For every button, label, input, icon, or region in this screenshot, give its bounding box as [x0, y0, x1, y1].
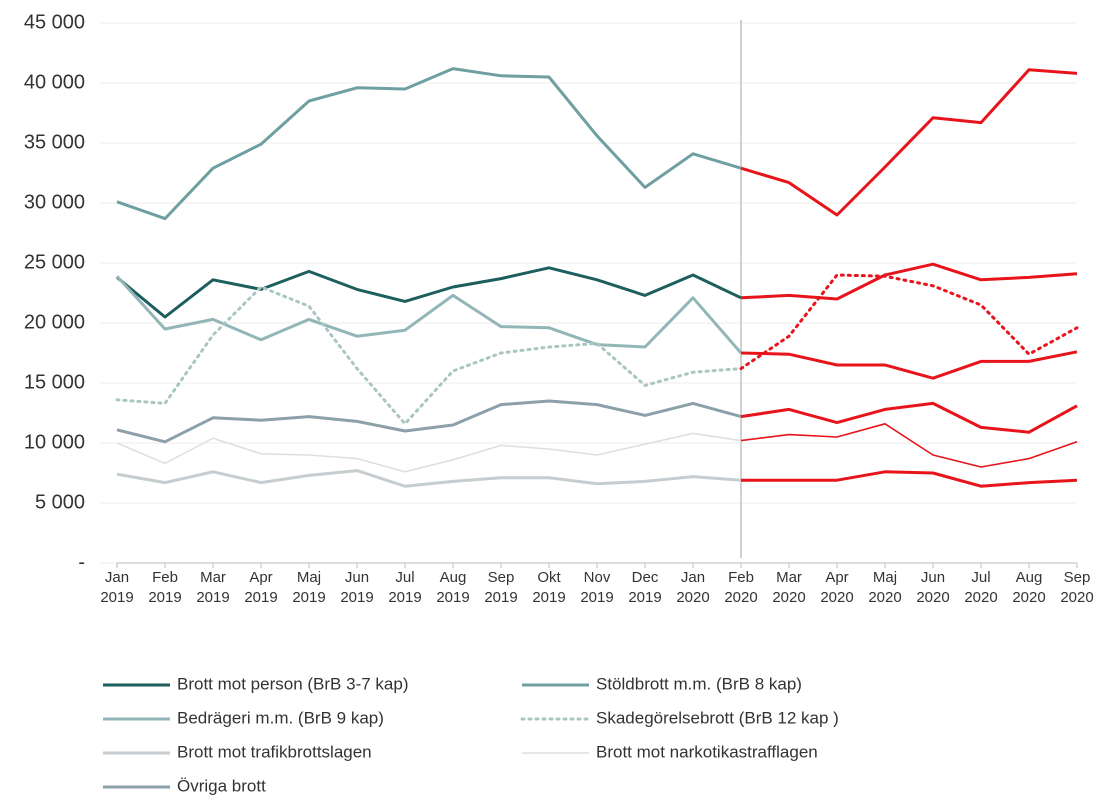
series-line: [116, 469, 742, 488]
legend-label: Övriga brott: [177, 776, 266, 795]
x-tick-label: Jul 2020: [964, 569, 998, 606]
x-tick-label: Jun 2020: [916, 569, 950, 606]
y-tick-label: 25 000: [24, 251, 85, 273]
series-line: [116, 67, 742, 221]
y-tick-label: 40 000: [24, 71, 85, 93]
y-tick-label: 30 000: [24, 191, 85, 213]
x-tick-label: Nov 2019: [580, 569, 614, 606]
series-line: [115, 275, 743, 354]
x-tick-label-box: Dec 2019: [628, 569, 662, 606]
x-tick-label: Jan 2019: [100, 569, 134, 606]
x-tick-label-box: Feb 2020: [724, 569, 758, 606]
x-tick-label: Jul 2019: [388, 569, 422, 606]
x-tick-label: Aug 2019: [436, 569, 470, 606]
x-tick-label-box: Mar 2020: [772, 569, 806, 606]
x-tick-label: Sep 2020: [1060, 569, 1094, 606]
series-line: [116, 399, 742, 444]
legend-label: Brott mot narkotikastrafflagen: [596, 742, 818, 761]
series-line: [740, 262, 1078, 301]
y-tick-label: 45 000: [24, 11, 85, 33]
series-line: [741, 470, 1078, 488]
y-tick-label: -: [78, 551, 85, 573]
legend-label: Bedrägeri m.m. (BrB 9 kap): [177, 708, 384, 727]
x-tick-label: Mar 2020: [772, 569, 806, 606]
legend-label: Brott mot trafikbrottslagen: [177, 742, 372, 761]
x-tick-label: Apr 2019: [244, 569, 278, 606]
series-line: [116, 266, 742, 319]
series-line: [740, 401, 1078, 434]
series-line: [740, 350, 1078, 380]
x-tick-label-box: Maj 2020: [868, 569, 902, 606]
x-tick-label: Sep 2019: [484, 569, 518, 606]
y-tick-label: 35 000: [24, 131, 85, 153]
x-tick-label: Feb 2019: [148, 569, 182, 606]
x-tick-label: Aug 2020: [1012, 569, 1046, 606]
x-tick-label-box: Feb 2019: [148, 569, 182, 606]
y-tick-label: 5 000: [35, 491, 85, 513]
series-line: [740, 423, 1078, 468]
x-tick-label: Maj 2019: [292, 569, 326, 606]
x-tick-label-box: Jun 2020: [916, 569, 950, 606]
series-line: [115, 285, 743, 426]
x-tick-label: Jun 2019: [340, 569, 374, 606]
x-tick-label-box: Sep 2020: [1060, 569, 1094, 606]
x-tick-label-box: Aug 2020: [1012, 569, 1046, 606]
x-tick-label-box: Apr 2020: [820, 569, 854, 606]
x-tick-label: Dec 2019: [628, 569, 662, 606]
x-tick-label: Feb 2020: [724, 569, 758, 606]
series-line: [116, 432, 742, 473]
legend-label: Stöldbrott m.m. (BrB 8 kap): [596, 674, 802, 693]
y-tick-label: 15 000: [24, 371, 85, 393]
x-tick-label-box: Okt 2019: [532, 569, 566, 606]
x-tick-label-box: Jan 2019: [100, 569, 134, 606]
x-tick-label: Okt 2019: [532, 569, 566, 606]
x-tick-label-box: Maj 2019: [292, 569, 326, 606]
x-tick-label-box: Jun 2019: [340, 569, 374, 606]
x-tick-label-box: Jan 2020: [676, 569, 710, 606]
legend-label: Skadegörelsebrott (BrB 12 kap ): [596, 708, 839, 727]
y-tick-label: 10 000: [24, 431, 85, 453]
x-tick-label-box: Mar 2019: [196, 569, 230, 606]
x-tick-label: Jan 2020: [676, 569, 710, 606]
x-tick-label-box: Jul 2020: [964, 569, 998, 606]
y-tick-label: 20 000: [24, 311, 85, 333]
x-tick-label-box: Jul 2019: [388, 569, 422, 606]
x-tick-label-box: Aug 2019: [436, 569, 470, 606]
x-tick-label: Maj 2020: [868, 569, 902, 606]
series-line: [740, 68, 1078, 217]
x-tick-label-box: Apr 2019: [244, 569, 278, 606]
x-tick-label: Apr 2020: [820, 569, 854, 606]
x-tick-label: Mar 2019: [196, 569, 230, 606]
series-line: [739, 273, 1079, 371]
x-tick-label-box: Sep 2019: [484, 569, 518, 606]
x-tick-label-box: Nov 2019: [580, 569, 614, 606]
legend-label: Brott mot person (BrB 3-7 kap): [177, 674, 408, 693]
